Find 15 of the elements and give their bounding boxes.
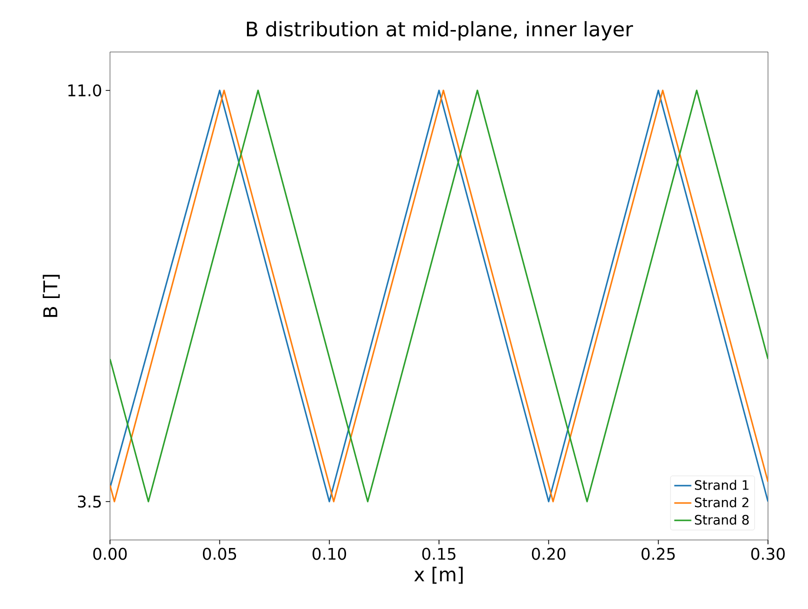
y-tick-label: 11.0 [68,84,102,96]
x-tick-label: 0.15 [422,548,456,560]
legend-label: Strand 2 [694,497,748,508]
legend-label: Strand 1 [694,480,748,490]
y-tick-label: 3.5 [78,496,101,508]
x-tick-label: 0.20 [532,548,566,560]
x-tick-label: 0.00 [93,548,127,560]
x-tick-label: 0.05 [202,548,236,560]
x-axis-title: x [m] [414,566,463,584]
chart-title: B distribution at mid-plane, inner layer [246,21,634,40]
legend-label: Strand 8 [694,514,749,525]
x-tick-label: 0.30 [751,548,785,560]
x-tick-label: 0.25 [642,548,675,560]
y-axis-title: B [T] [42,274,60,317]
x-tick-label: 0.10 [312,548,346,560]
